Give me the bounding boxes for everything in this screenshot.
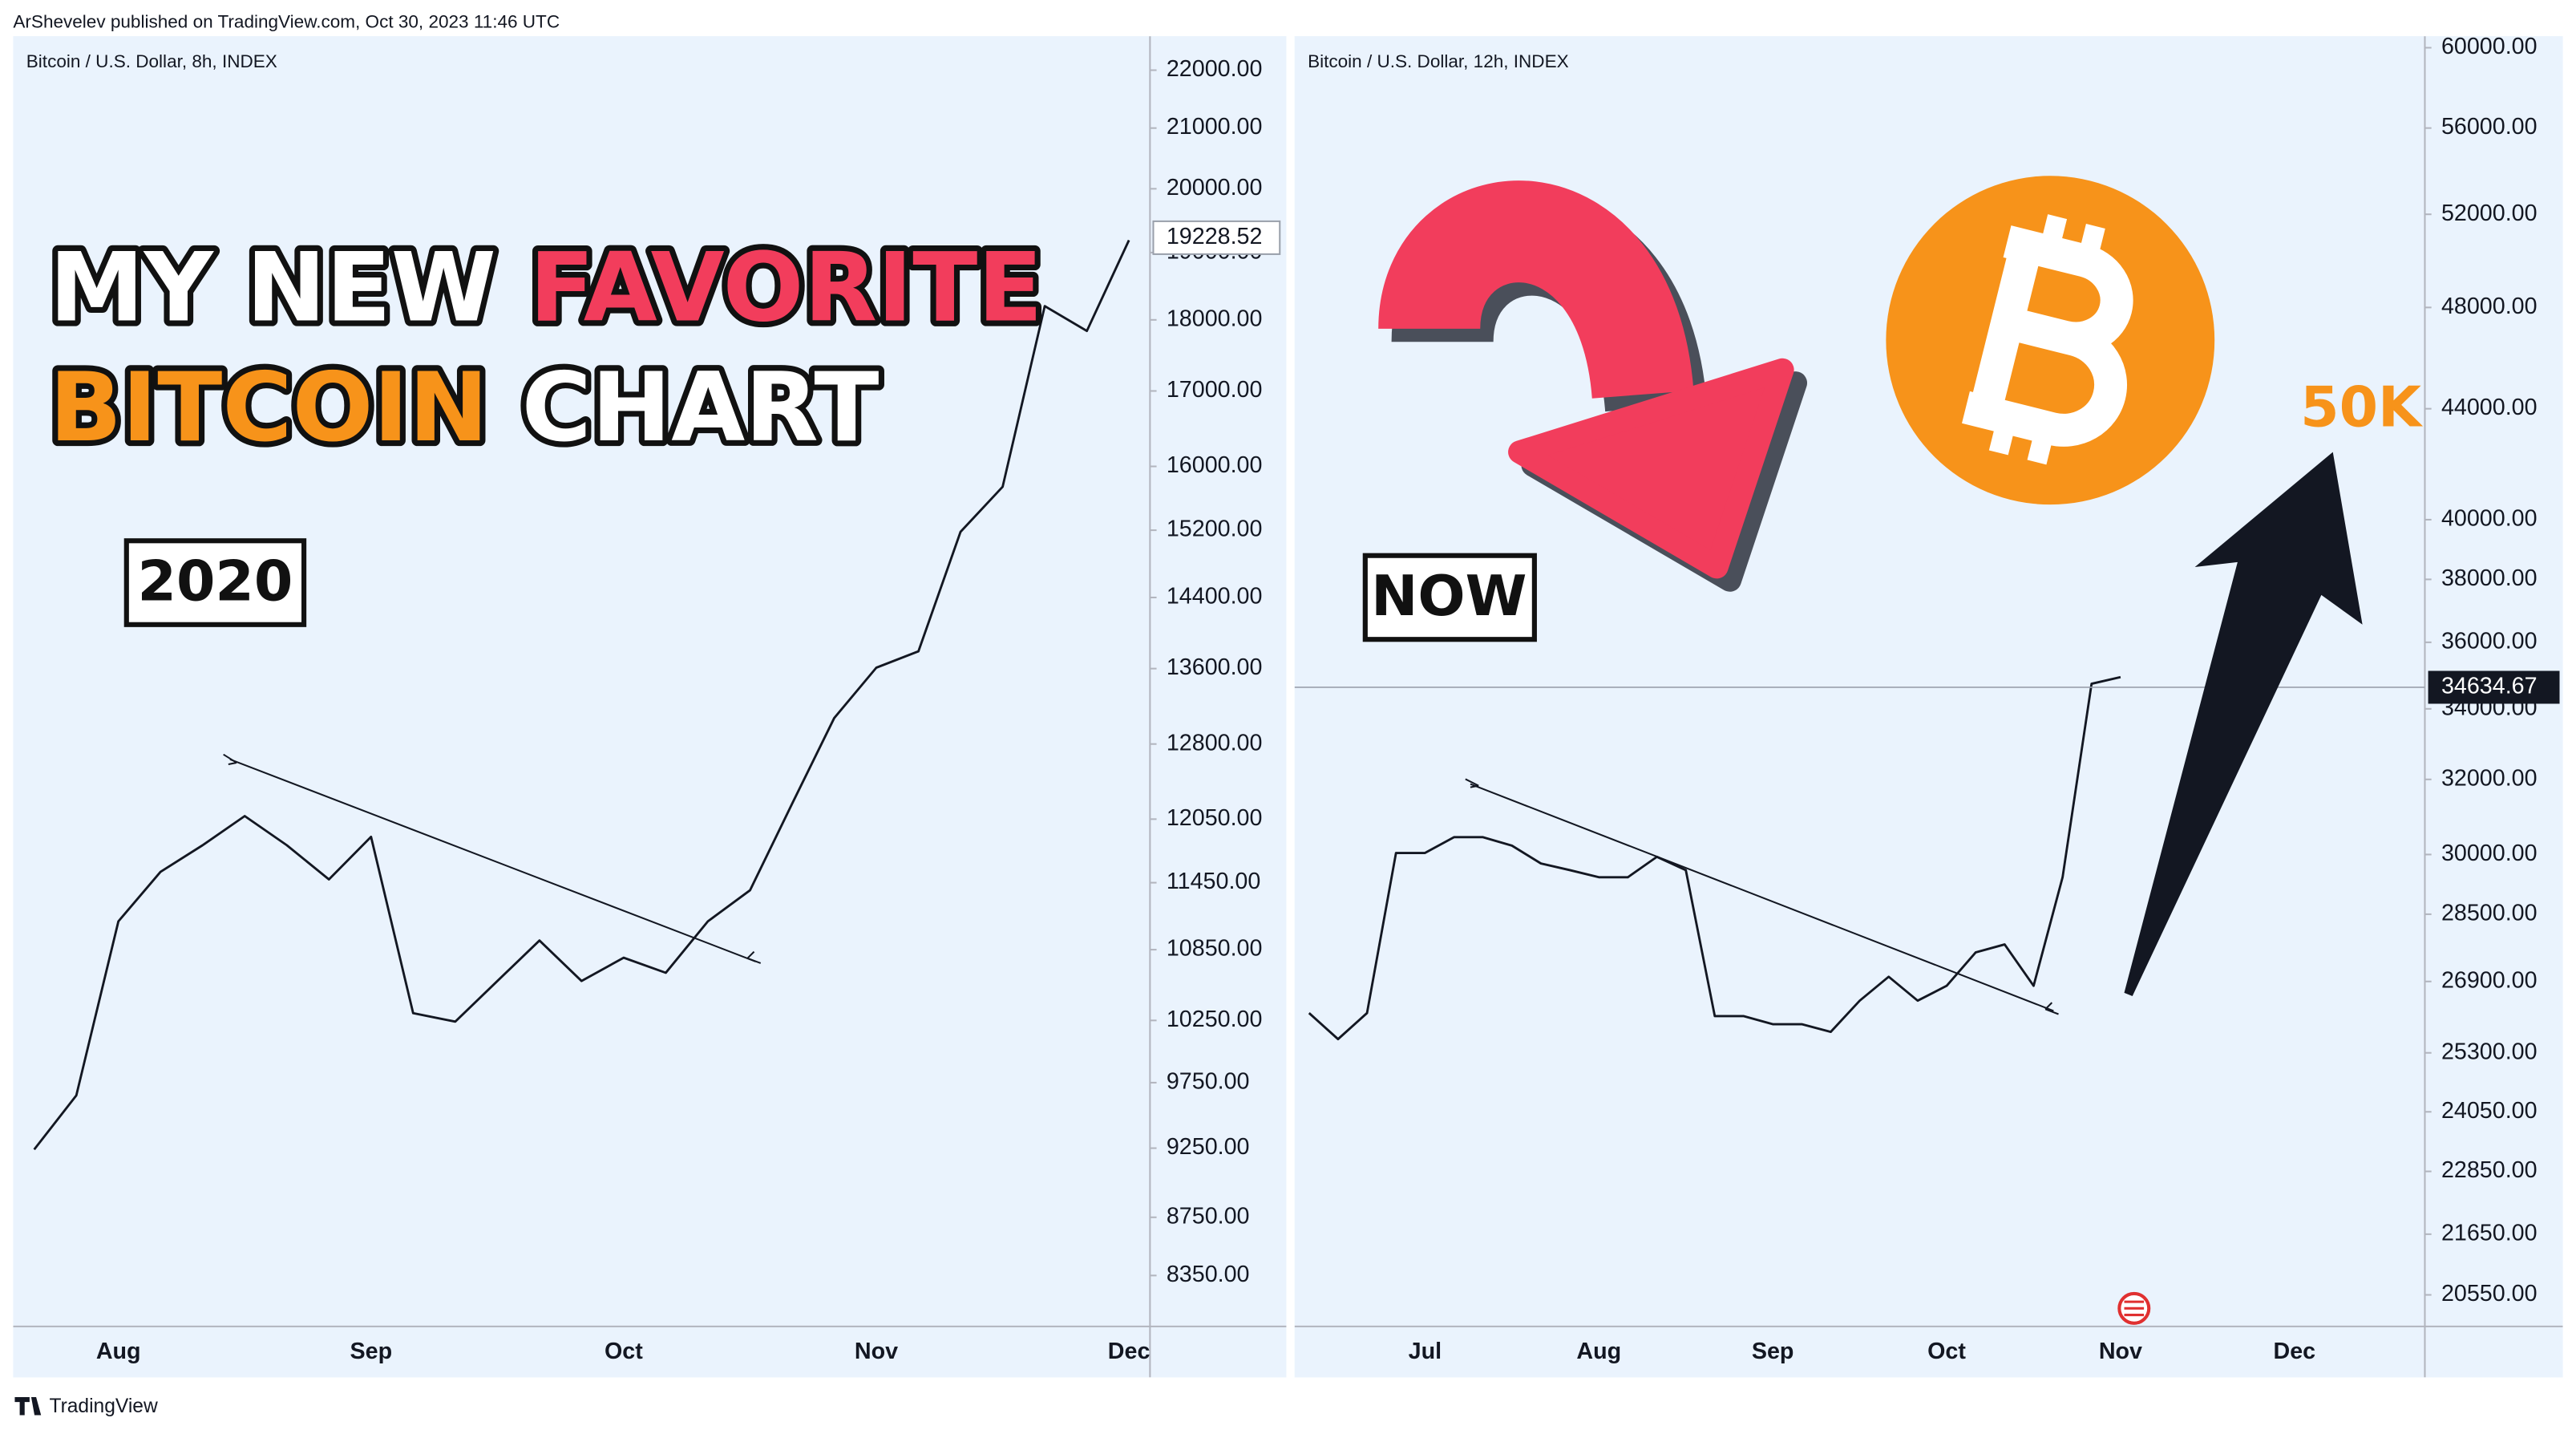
- y-tick-label: 44000.00: [2441, 395, 2538, 420]
- headline-part: BITCOIN: [49, 353, 488, 464]
- y-tick-label: 30000.00: [2441, 841, 2538, 866]
- y-tick-label: 21000.00: [1167, 114, 1263, 140]
- y-tick-label: 11450.00: [1167, 869, 1260, 894]
- y-tick-label: 18000.00: [1167, 306, 1263, 331]
- y-tick-label: 24050.00: [2441, 1098, 2538, 1124]
- headline-part: FAVORITE: [529, 233, 1042, 344]
- y-tick-label: 21650.00: [2441, 1220, 2538, 1246]
- x-tick-label: Nov: [855, 1339, 898, 1364]
- tag-box: [1362, 553, 1537, 642]
- trend-marker: [1465, 778, 1479, 788]
- y-tick-label: 32000.00: [2441, 765, 2538, 791]
- trend-line: [1470, 783, 2054, 1012]
- y-tick-label: 8750.00: [1167, 1203, 1250, 1229]
- headline-part: CHART: [522, 353, 880, 464]
- y-tick-label: 20000.00: [1167, 175, 1263, 201]
- x-tick-label: Jul: [1409, 1339, 1442, 1364]
- trend-marker: [2044, 1002, 2059, 1015]
- chart-title: Bitcoin / U.S. Dollar, 8h, INDEX: [26, 51, 277, 71]
- y-tick-label: 20550.00: [2441, 1281, 2538, 1306]
- y-tick-label: 26900.00: [2441, 967, 2538, 993]
- left-chart: Bitcoin / U.S. Dollar, 8h, INDEX 22000.00…: [13, 36, 1287, 1378]
- year-tag: 2020: [138, 549, 293, 614]
- y-tick-label: 25300.00: [2441, 1039, 2538, 1064]
- x-tick-label: Sep: [350, 1339, 392, 1364]
- y-tick-label: 12800.00: [1167, 730, 1263, 756]
- x-tick-label: Aug: [96, 1339, 141, 1364]
- y-tick-label: 22000.00: [1167, 56, 1263, 82]
- price-line: [1308, 675, 2121, 1041]
- x-tick-label: Nov: [2099, 1339, 2142, 1364]
- footer-brand: TradingView: [49, 1396, 157, 1417]
- x-tick-label: Sep: [1752, 1339, 1794, 1364]
- y-tick-label: 60000.00: [2441, 34, 2538, 59]
- publisher-line: ArShevelev published on TradingView.com,…: [13, 12, 560, 32]
- x-tick-label: Aug: [1576, 1339, 1621, 1364]
- bitcoin-logo: [1886, 176, 2215, 505]
- chart-title: Bitcoin / U.S. Dollar, 12h, INDEX: [1308, 51, 1569, 71]
- y-tick-label: 13600.00: [1167, 654, 1263, 680]
- y-tick-label: 48000.00: [2441, 294, 2538, 319]
- x-tick-label: Dec: [1108, 1339, 1151, 1364]
- headline-line2: BITCOIN CHART: [49, 353, 879, 464]
- last-price-box: [2428, 670, 2560, 704]
- y-tick-label: 17000.00: [1167, 377, 1263, 403]
- trend-marker: [223, 753, 237, 765]
- y-tick-label: 10250.00: [1167, 1007, 1263, 1032]
- y-tick-label: 9750.00: [1167, 1068, 1250, 1094]
- y-tick-label: 8350.00: [1167, 1262, 1250, 1287]
- y-tick-label: 12050.00: [1167, 805, 1263, 831]
- y-tick-label: 16000.00: [1167, 452, 1263, 478]
- target-label: 50K: [2300, 375, 2424, 440]
- trend-marker: [746, 950, 762, 964]
- black-arrow: [2124, 452, 2363, 996]
- y-tick-label: 56000.00: [2441, 114, 2538, 140]
- last-price-label: 34634.67: [2441, 674, 2538, 699]
- left-pane: [13, 36, 1287, 1378]
- red-arrow: [1378, 180, 1794, 579]
- y-tick-label: 36000.00: [2441, 628, 2538, 654]
- y-tick-label: 15200.00: [1167, 517, 1263, 542]
- headline-line1: MY NEW FAVORITE: [49, 233, 1042, 344]
- y-tick-label: 14400.00: [1167, 584, 1263, 610]
- right-chart: Bitcoin / U.S. Dollar, 12h, INDEX 60000.0…: [1294, 34, 2563, 1378]
- tv-logo: [14, 1397, 42, 1416]
- y-tick-label: 28500.00: [2441, 900, 2538, 926]
- y-tick-label: 22850.00: [2441, 1157, 2538, 1183]
- last-price-label: 19228.52: [1167, 224, 1263, 249]
- y-tick-label: 10850.00: [1167, 936, 1263, 962]
- x-tick-label: Oct: [1927, 1339, 1966, 1364]
- tag-box: [123, 538, 307, 627]
- event-icon: [2117, 1291, 2151, 1325]
- y-tick-label: 9250.00: [1167, 1134, 1250, 1160]
- y-tick-label: 38000.00: [2441, 565, 2538, 591]
- x-tick-label: Oct: [605, 1339, 643, 1364]
- trend-line: [229, 758, 756, 962]
- now-tag: NOW: [1371, 564, 1527, 629]
- x-tick-label: Dec: [2274, 1339, 2316, 1364]
- headline-part: MY NEW: [49, 233, 495, 344]
- price-line: [33, 239, 1130, 1151]
- y-tick-label: 40000.00: [2441, 506, 2538, 532]
- last-price-box: [1152, 220, 1281, 255]
- y-tick-label: 52000.00: [2441, 201, 2538, 226]
